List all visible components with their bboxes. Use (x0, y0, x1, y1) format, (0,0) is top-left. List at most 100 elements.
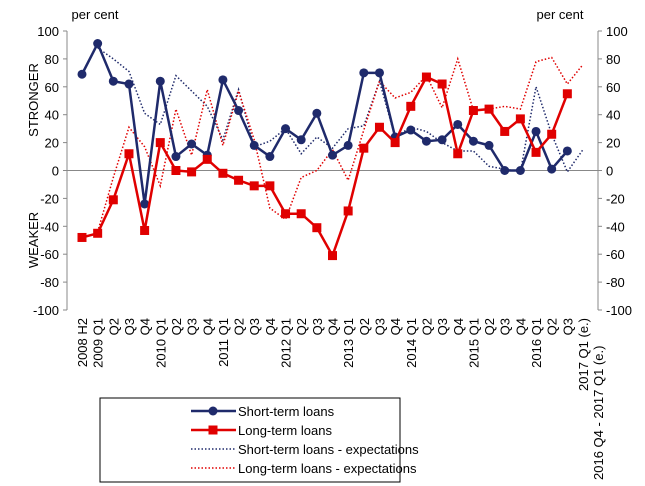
x-tick-label: Q4 (263, 318, 278, 335)
point (249, 181, 259, 191)
y2-tick-label: -100 (606, 303, 632, 318)
point (296, 135, 306, 145)
y-tick-label: -20 (40, 191, 59, 206)
y2-tick-label: -80 (606, 275, 625, 290)
series-line (97, 47, 584, 174)
legend-label: Long-term loans (238, 423, 332, 438)
point (77, 69, 87, 79)
x-tick-label: Q4 (138, 318, 153, 335)
point (468, 106, 478, 116)
point (437, 79, 447, 89)
y2-tick-label: -60 (606, 247, 625, 262)
x-tick-label: Q2 (545, 318, 560, 335)
x-tick-label: Q2 (482, 318, 497, 335)
y-tick-label: -40 (40, 219, 59, 234)
point (202, 154, 212, 164)
point (249, 140, 259, 150)
x-tick-label: 2012 Q1 (279, 318, 294, 368)
x-tick-label: Q3 (498, 318, 513, 335)
annotation: 2016 Q4 - 2017 Q1 (e.) (591, 346, 606, 480)
y2-tick-label: 40 (606, 108, 620, 123)
point (359, 68, 369, 78)
x-tick-label: Q4 (326, 318, 341, 335)
x-tick-label: Q2 (294, 318, 309, 335)
point (93, 228, 103, 238)
point (453, 119, 463, 129)
x-tick-label: Q2 (357, 318, 372, 335)
point (281, 209, 291, 219)
legend-box (99, 397, 401, 483)
point (390, 138, 400, 148)
y-label-top: STRONGER (26, 63, 41, 137)
point (328, 150, 337, 160)
point (77, 232, 87, 242)
y-tick-label: 20 (45, 136, 59, 151)
x-tick-label: Q3 (310, 318, 325, 335)
x-tick-label: Q3 (247, 318, 262, 335)
x-tick-label: Q4 (388, 318, 403, 335)
point (234, 106, 244, 116)
x-tick-label: Q3 (560, 318, 575, 335)
y-tick-label: 60 (45, 80, 59, 95)
point (171, 152, 181, 162)
x-tick-label: Q2 (419, 318, 434, 335)
point (108, 76, 118, 86)
x-tick-label: Q4 (200, 318, 215, 335)
x-tick-label: 2014 Q1 (404, 318, 419, 368)
y-tick-label: 0 (52, 164, 59, 179)
legend-label: Short-term loans - expectations (238, 442, 419, 457)
point (500, 166, 510, 175)
point (359, 143, 369, 153)
point (265, 181, 275, 191)
point (312, 223, 322, 233)
point (93, 39, 103, 49)
point (421, 136, 431, 146)
y2-tick-label: 20 (606, 136, 620, 151)
point (328, 251, 337, 261)
point (108, 195, 118, 205)
y2-unit: per cent (537, 7, 584, 22)
y2-tick-label: 80 (606, 52, 620, 67)
point (515, 166, 525, 175)
x-tick-label: 2015 Q1 (466, 318, 481, 368)
x-tick-label: Q3 (185, 318, 200, 335)
x-tick-label: 2013 Q1 (341, 318, 356, 368)
point (124, 149, 134, 159)
point (140, 225, 150, 235)
series-line (81, 75, 569, 259)
point (374, 68, 384, 78)
x-tick-label: Q3 (122, 318, 137, 335)
point (140, 199, 150, 209)
point (547, 129, 557, 139)
point (187, 139, 197, 149)
x-tick-label: 2008 H2 (75, 318, 90, 367)
point (547, 164, 557, 174)
point (484, 104, 494, 114)
point (453, 149, 463, 159)
point (500, 126, 510, 136)
x-tick-label: Q4 (513, 318, 528, 335)
legend-label: Short-term loans (238, 404, 335, 419)
y-tick-label: -60 (40, 247, 59, 262)
x-tick-label: Q2 (106, 318, 121, 335)
legend-marker (208, 425, 218, 435)
x-tick-label: Q2 (169, 318, 184, 335)
point (155, 138, 165, 148)
point (218, 75, 228, 85)
point (265, 152, 275, 162)
y2-tick-label: 100 (606, 24, 628, 39)
point (484, 140, 494, 150)
x-tick-label: Q3 (372, 318, 387, 335)
point (312, 108, 322, 118)
point (296, 209, 306, 219)
x-tick-label: Q3 (435, 318, 450, 335)
y2-tick-label: 60 (606, 80, 620, 95)
point (171, 166, 181, 175)
y-tick-label: 100 (37, 24, 59, 39)
point (562, 146, 572, 156)
x-tick-label: Q2 (232, 318, 247, 335)
x-tick-label: 2017 Q1 (e.) (576, 318, 591, 391)
point (234, 175, 244, 185)
legend-label: Long-term loans - expectations (238, 461, 417, 476)
